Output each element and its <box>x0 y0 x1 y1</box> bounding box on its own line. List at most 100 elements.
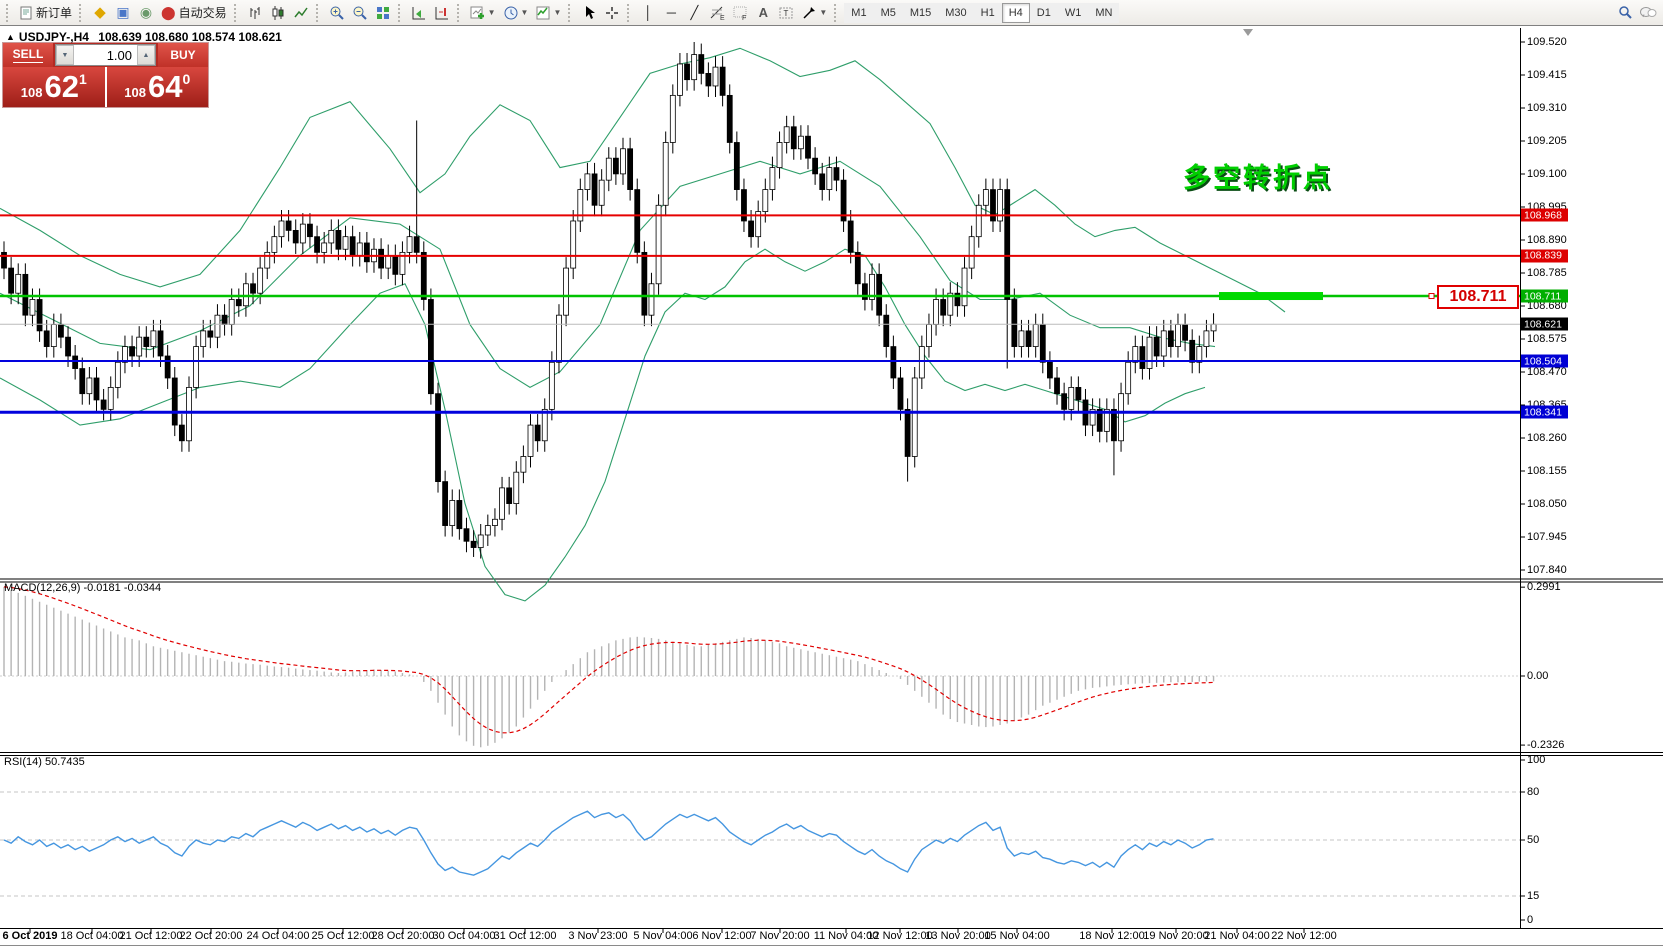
rsi-line <box>3 810 1214 876</box>
rsi-panel <box>0 791 1520 897</box>
text-button[interactable]: A <box>752 2 774 24</box>
grid-icon: F <box>733 6 747 21</box>
time-axis-label: 24 Oct 04:00 <box>246 930 310 942</box>
timeframe-m5[interactable]: M5 <box>873 2 903 23</box>
price-level-callout[interactable]: 108.711 <box>1437 285 1519 309</box>
add-indicator-button[interactable]: ▼ <box>467 2 499 24</box>
toolbar-grip[interactable] <box>568 3 574 22</box>
toolbar-grip[interactable] <box>6 3 12 22</box>
symbol-info: ▲ USDJPY-,H4 108.639 108.680 108.574 108.… <box>6 30 282 44</box>
price-axis-tick: 108.470 <box>1527 366 1567 378</box>
grid-button[interactable]: F <box>729 2 751 24</box>
auto-scroll-button[interactable] <box>408 2 430 24</box>
bar-chart-button[interactable] <box>244 2 266 24</box>
sell-price-button[interactable]: 108 62 1 <box>3 67 107 107</box>
horizontal-line-button[interactable]: ─ <box>660 2 682 24</box>
volume-input[interactable]: 1.00 <box>106 47 132 63</box>
new-order-button[interactable]: 新订单 <box>16 2 75 24</box>
search-button[interactable] <box>1614 2 1636 24</box>
tile-windows-icon <box>376 6 389 19</box>
sell-price-big: 62 <box>44 69 79 104</box>
buy-label: BUY <box>170 48 196 62</box>
toolbar-grip[interactable] <box>79 3 85 22</box>
template-icon <box>536 6 550 19</box>
vertical-line-button[interactable]: │ <box>637 2 659 24</box>
zoom-out-button[interactable] <box>349 2 371 24</box>
toolbar-grip[interactable] <box>397 3 404 22</box>
fibonacci-button[interactable]: E <box>706 2 728 24</box>
bar-chart-icon <box>250 6 260 19</box>
buy-button[interactable]: BUY <box>158 43 208 67</box>
chart-shift-marker <box>1243 29 1253 36</box>
price-axis-tick: 107.945 <box>1527 531 1567 543</box>
chart-window[interactable]: ▲ USDJPY-,H4 108.639 108.680 108.574 108.… <box>0 26 1663 946</box>
sell-button[interactable]: SELL <box>3 43 53 67</box>
autotrade-button[interactable]: ⬤ 自动交易 <box>158 2 230 24</box>
toolbar-grip[interactable] <box>233 3 240 22</box>
charts-icon: ◆ <box>94 4 106 21</box>
timeframe-w1[interactable]: W1 <box>1057 2 1089 23</box>
signals-button[interactable]: ◉ <box>135 2 157 24</box>
candlestick-chart-button[interactable] <box>267 2 289 24</box>
chart-shift-icon <box>435 6 448 19</box>
timeframe-d1[interactable]: D1 <box>1029 2 1058 23</box>
cursor-button[interactable] <box>578 2 600 24</box>
rsi-axis-tick: 80 <box>1527 786 1540 798</box>
new-window-button[interactable]: ▣ <box>112 2 134 24</box>
timeframe-h1[interactable]: H1 <box>973 2 1002 23</box>
time-axis-label: 12 Nov 12:00 <box>867 930 933 942</box>
timeframe-m15[interactable]: M15 <box>902 2 939 23</box>
time-axis-label: 7 Nov 20:00 <box>750 930 810 942</box>
toolbar-grip[interactable] <box>315 3 322 22</box>
rsi-indicator-label: RSI(14) 50.7435 <box>4 756 85 768</box>
macd-signal-line <box>3 586 1214 734</box>
horizontal-level-lines[interactable] <box>0 214 1520 414</box>
signal-icon: ◉ <box>139 4 153 20</box>
macd-indicator-label: MACD(12,26,9) -0.0181 -0.0344 <box>4 582 162 594</box>
trendline-icon: ╱ <box>690 5 699 20</box>
zoom-in-icon <box>330 6 344 20</box>
auto-scroll-icon <box>412 6 425 19</box>
chart-annotation-text[interactable]: 多空转折点 <box>1183 163 1333 193</box>
svg-text:T: T <box>784 9 789 18</box>
timeframe-h4[interactable]: H4 <box>1001 2 1030 23</box>
toolbar-grip[interactable] <box>834 3 840 22</box>
volume-increase-button[interactable]: ▲ <box>137 45 155 65</box>
chart-shift-button[interactable] <box>431 2 453 24</box>
time-axis-label: 6 Nov 12:00 <box>692 930 752 942</box>
tile-windows-button[interactable] <box>372 2 394 24</box>
line-chart-button[interactable] <box>290 2 312 24</box>
arrows-icon <box>803 6 816 19</box>
chart-canvas <box>0 28 1663 933</box>
dropdown-arrow-icon: ▼ <box>819 8 828 17</box>
candlestick-chart-icon <box>272 5 284 20</box>
periods-button[interactable]: ▼ <box>500 2 532 24</box>
price-axis-tick: 108.680 <box>1527 300 1567 312</box>
time-axis-label: 21 Nov 04:00 <box>1204 930 1270 942</box>
price-axis-tick: 108.890 <box>1527 234 1567 246</box>
charts-menu-button[interactable]: ◆ <box>89 2 111 24</box>
crosshair-button[interactable] <box>601 2 623 24</box>
time-axis-label: 30 Oct 04:00 <box>432 930 496 942</box>
volume-decrease-button[interactable]: ▼ <box>56 45 74 65</box>
arrows-button[interactable]: ▼ <box>798 2 830 24</box>
macd-axis-tick: -0.2326 <box>1527 739 1565 752</box>
time-axis-label: 25 Oct 12:00 <box>311 930 375 942</box>
add-indicator-icon <box>470 6 484 19</box>
text-label-button[interactable]: T <box>775 2 797 24</box>
chat-button[interactable] <box>1636 2 1660 24</box>
templates-button[interactable]: ▼ <box>532 2 564 24</box>
rsi-axis-tick: 15 <box>1527 890 1540 902</box>
timeframe-m1[interactable]: M1 <box>844 2 874 23</box>
timeframe-mn[interactable]: MN <box>1088 2 1120 23</box>
toolbar-grip[interactable] <box>456 3 463 22</box>
time-axis-label: 5 Nov 04:00 <box>633 930 693 942</box>
symbol-ohlc: 108.639 108.680 108.574 108.621 <box>98 30 282 44</box>
trendline-button[interactable]: ╱ <box>683 2 705 24</box>
highlight-segment[interactable] <box>1219 292 1323 301</box>
timeframe-m30[interactable]: M30 <box>938 2 974 23</box>
toolbar-grip[interactable] <box>627 3 633 22</box>
volume-control: ▼ 1.00 ▲ <box>55 44 156 66</box>
buy-price-button[interactable]: 108 64 0 <box>106 67 208 107</box>
zoom-in-button[interactable] <box>326 2 348 24</box>
